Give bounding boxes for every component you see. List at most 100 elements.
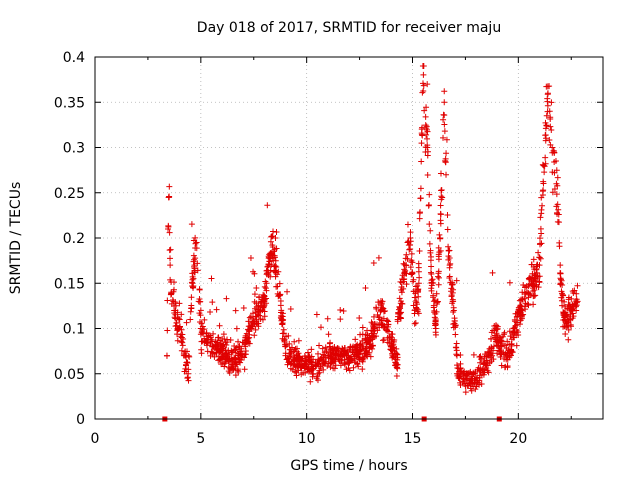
data-point [516,303,523,310]
data-point [201,326,208,333]
data-point [251,298,258,305]
data-point [209,299,216,306]
data-point-anchor [223,352,230,359]
data-point [343,366,350,373]
data-point [453,347,460,354]
data-point [380,336,387,343]
data-point [426,191,433,198]
data-point [428,263,435,270]
data-point [572,302,579,309]
data-point [223,341,230,348]
data-point [350,343,357,350]
data-point [268,251,275,258]
data-point [522,306,529,313]
data-point [228,361,235,368]
data-point [352,336,359,343]
data-point [536,235,543,242]
data-point [537,255,544,262]
data-point [375,299,382,306]
data-point [503,345,510,352]
data-point [315,360,322,367]
data-point [502,363,509,370]
data-point-anchor [568,307,575,314]
data-point [443,171,450,178]
data-point-anchor [415,280,422,287]
data-point-anchor [553,180,560,187]
data-point [421,107,428,114]
data-point [557,262,564,269]
data-point-anchor [346,354,352,361]
data-point [379,298,386,305]
data-point [391,348,398,355]
data-point-anchor [193,239,200,246]
data-point [551,186,558,193]
data-point [542,137,549,144]
data-point-anchor [424,144,431,151]
data-point-anchor [189,280,196,287]
data-point [530,301,537,308]
data-point [432,317,439,324]
data-point-anchor [242,343,249,350]
data-point-anchor [530,280,537,287]
chart-title: Day 018 of 2017, SRMTID for receiver maj… [197,20,501,36]
data-point [253,285,260,292]
data-point [441,121,448,128]
data-point [188,305,195,312]
data-point [329,345,336,352]
data-point [190,258,197,265]
data-point [326,340,333,347]
data-point [337,362,344,369]
data-point [325,331,332,338]
data-point [501,329,508,336]
data-point [242,332,249,339]
data-point [494,325,501,332]
data-point [538,194,545,201]
data-point [557,270,564,277]
data-point [556,243,563,250]
data-point [322,344,329,351]
data-point [188,221,195,228]
data-point [525,282,532,289]
data-point [216,322,223,329]
data-point-anchor [540,162,547,169]
data-point [259,316,266,323]
data-point [531,293,538,300]
data-point [273,245,280,252]
data-point-anchor [314,359,321,366]
data-point [424,81,431,88]
data-point [546,136,553,143]
data-point [210,330,217,337]
data-point [417,185,424,192]
data-point [476,354,483,361]
data-point [198,320,205,327]
data-point [531,287,538,294]
x-axis-label: GPS time / hours [290,458,407,474]
data-point [292,362,299,369]
data-point [327,355,334,362]
data-point [547,123,554,130]
data-point-anchor [536,262,543,269]
data-point [462,389,469,396]
data-point [319,358,326,365]
data-point [196,310,203,317]
data-points [163,63,581,396]
data-point [424,128,431,135]
data-point [498,338,505,345]
data-point-anchor [394,316,401,323]
data-point [532,292,539,299]
data-point [244,326,251,333]
data-point [471,370,478,377]
data-point [173,319,180,326]
data-point [183,319,190,326]
data-point [277,302,284,309]
data-point [179,342,186,349]
data-point [450,307,457,314]
data-point [420,71,427,78]
data-point [291,347,298,354]
data-point [252,326,259,333]
data-point-anchor [282,352,289,359]
data-point [543,112,550,119]
data-point [513,342,520,349]
data-point [166,229,173,236]
data-point [558,277,565,284]
